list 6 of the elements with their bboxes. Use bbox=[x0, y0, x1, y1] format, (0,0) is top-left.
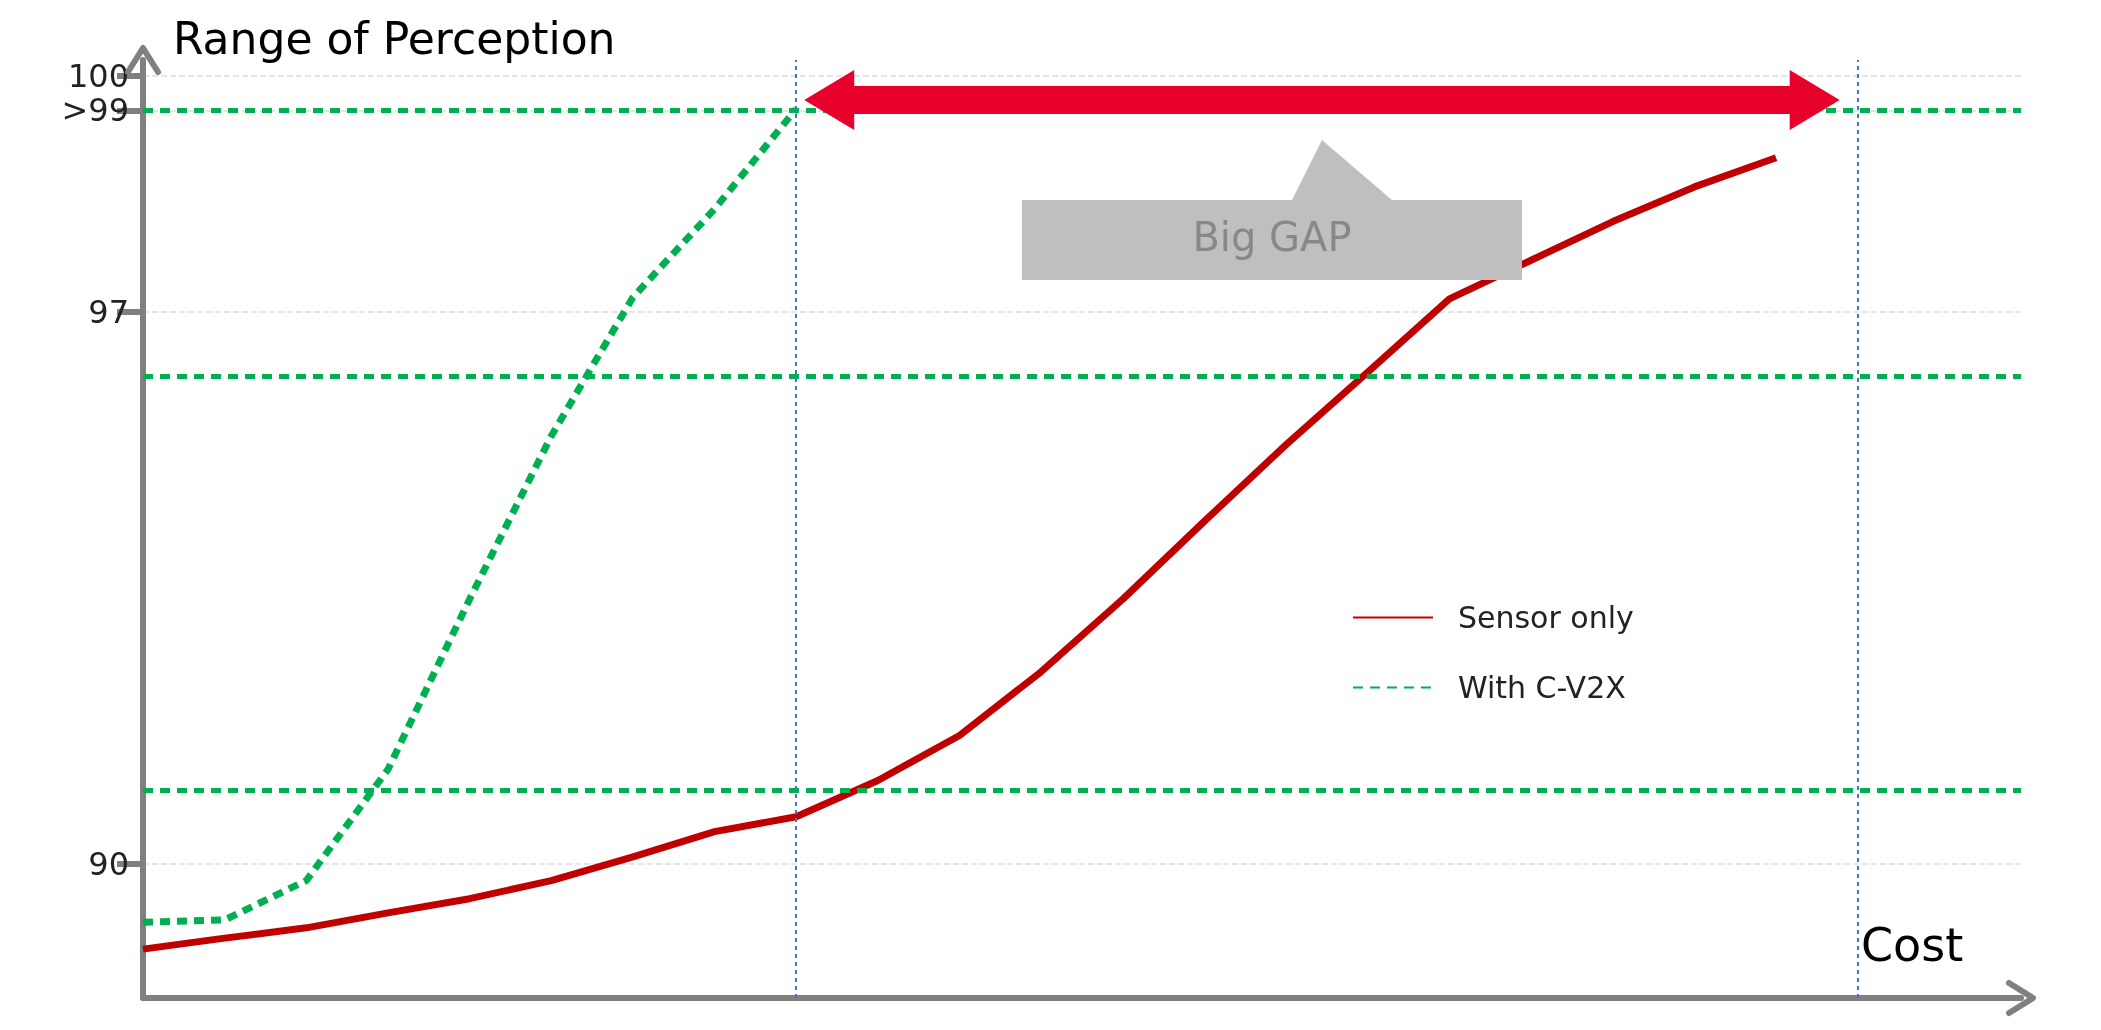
y-tick-label: 90 bbox=[88, 845, 129, 883]
x-axis-title: Cost bbox=[1861, 918, 1964, 972]
y-axis-title: Range of Perception bbox=[173, 12, 616, 64]
legend-label: Sensor only bbox=[1457, 599, 1634, 635]
y-tick-label: 97 bbox=[88, 293, 129, 332]
legend-label: With C-V2X bbox=[1457, 669, 1626, 705]
